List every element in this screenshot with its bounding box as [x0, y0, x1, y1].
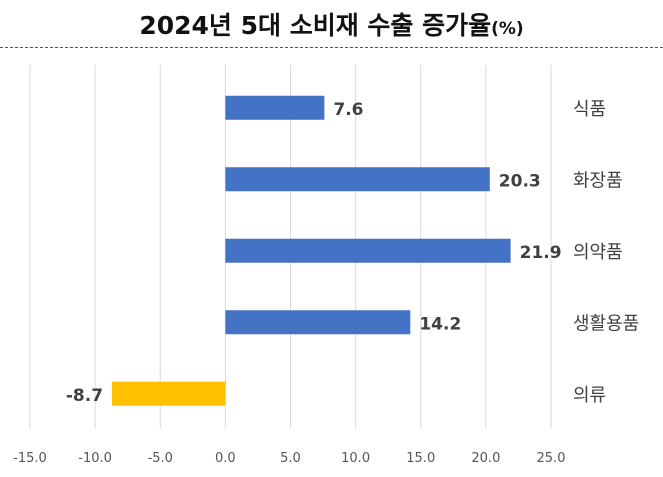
x-tick-label: 5.0 — [280, 451, 301, 466]
x-tick-label: 15.0 — [406, 451, 435, 466]
category-label: 의류 — [573, 385, 606, 406]
data-label: 7.6 — [333, 100, 363, 120]
bar — [112, 381, 226, 406]
bar — [225, 95, 325, 120]
chart-title-text: 2024년 5대 소비재 수출 증가율 — [139, 11, 492, 40]
x-tick-label: 20.0 — [471, 451, 500, 466]
x-tick-label: 25.0 — [537, 451, 566, 466]
data-label: 21.9 — [520, 243, 562, 263]
x-tick-label: 0.0 — [215, 451, 236, 466]
chart-title: 2024년 5대 소비재 수출 증가율(%) — [0, 6, 663, 42]
category-label: 화장품 — [573, 170, 623, 191]
bar — [225, 238, 511, 263]
chart-title-unit: (%) — [491, 19, 524, 39]
data-label: 14.2 — [419, 314, 461, 334]
bar — [225, 310, 411, 335]
x-tick-label: -15.0 — [13, 451, 47, 466]
title-divider — [0, 47, 663, 48]
category-label: 의약품 — [573, 242, 623, 263]
category-label: 식품 — [573, 99, 606, 120]
x-tick-label: -10.0 — [78, 451, 112, 466]
data-label: -8.7 — [66, 386, 103, 406]
bar — [225, 167, 490, 192]
x-tick-label: 10.0 — [341, 451, 370, 466]
x-tick-label: -5.0 — [148, 451, 173, 466]
data-label: 20.3 — [499, 171, 541, 191]
category-label: 생활용품 — [573, 313, 639, 334]
